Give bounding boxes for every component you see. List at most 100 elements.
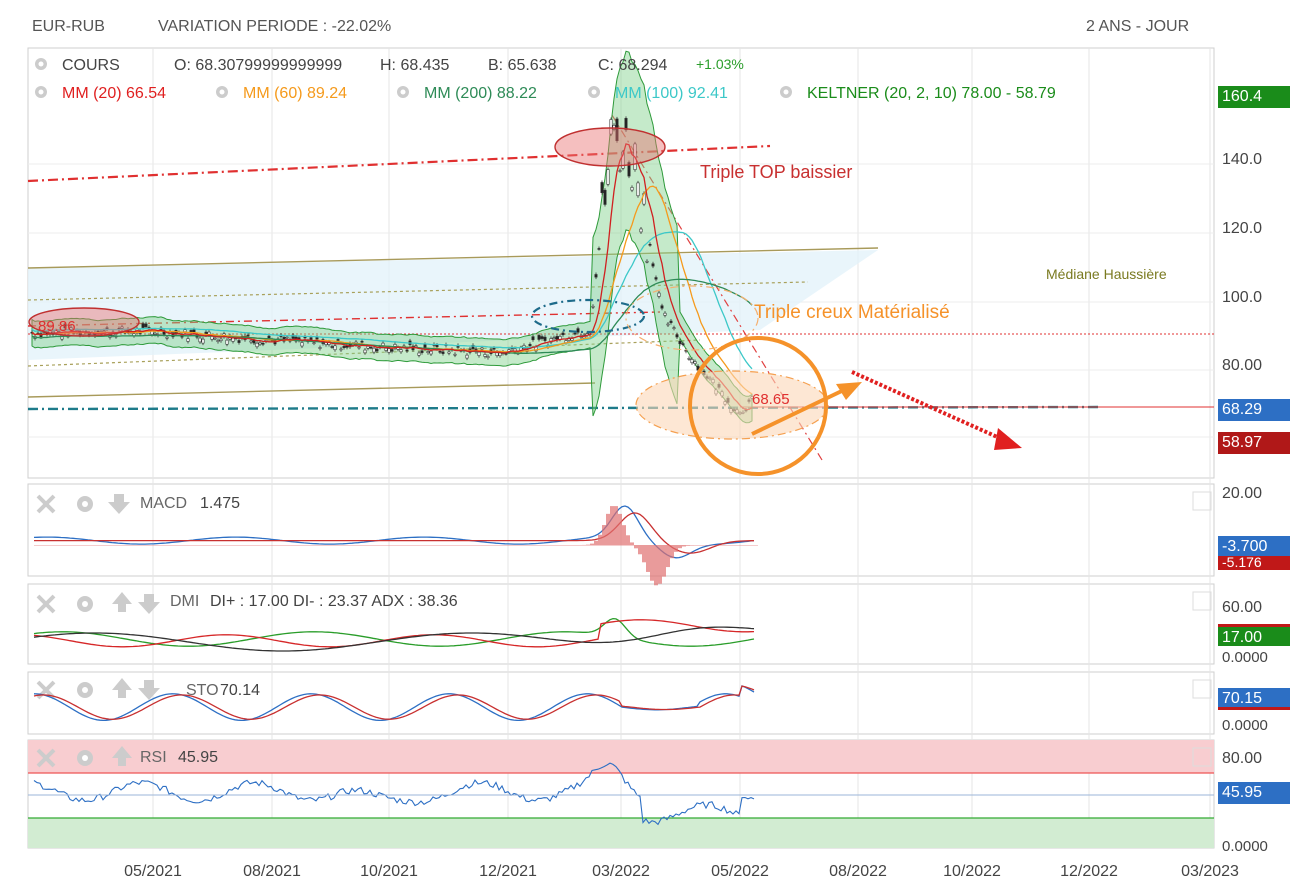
price-tick-120: 120.0 bbox=[1222, 220, 1262, 237]
macd-histogram-bar bbox=[290, 545, 294, 546]
macd-histogram-bar bbox=[614, 506, 618, 546]
orange-arrow-head bbox=[836, 382, 862, 400]
macd-histogram-bar bbox=[266, 545, 270, 546]
mm60-gear-icon[interactable] bbox=[216, 86, 228, 98]
macd-histogram-bar bbox=[630, 542, 634, 546]
macd-histogram-bar bbox=[718, 545, 722, 546]
rsi-plot bbox=[28, 762, 1214, 826]
candle bbox=[189, 330, 193, 333]
sto-gear-icon[interactable] bbox=[77, 682, 93, 698]
candle bbox=[693, 361, 697, 364]
dmi-tag: 17.00 bbox=[1218, 624, 1290, 646]
macd-histogram-bar bbox=[698, 545, 702, 546]
macd-histogram-bar bbox=[162, 545, 166, 546]
macd-down-arrow-icon[interactable] bbox=[108, 494, 130, 514]
macd-histogram-bar bbox=[414, 545, 418, 546]
blue-ellipse bbox=[530, 298, 646, 334]
macd-histogram-bar bbox=[682, 545, 686, 547]
candle bbox=[291, 334, 295, 339]
macd-histogram-bar bbox=[410, 545, 414, 546]
dmi-gear-icon[interactable] bbox=[77, 596, 93, 612]
rsi-panel-box-icon[interactable] bbox=[1192, 747, 1212, 767]
sto-up-arrow-icon[interactable] bbox=[112, 678, 132, 698]
candle bbox=[336, 339, 340, 341]
macd-histogram-bar bbox=[618, 513, 622, 546]
median-channel-mid bbox=[27, 281, 809, 301]
candle bbox=[681, 343, 685, 345]
macd-histogram-bar bbox=[258, 545, 262, 546]
sto-panel-box-icon[interactable] bbox=[1192, 679, 1212, 699]
macd-histogram-bar bbox=[418, 545, 422, 546]
macd-histogram-bar bbox=[594, 540, 598, 546]
macd-histogram-bar bbox=[474, 545, 478, 546]
macd-histogram-bar bbox=[134, 545, 138, 546]
sto-axis-bottom: 0.0000 bbox=[1222, 717, 1268, 734]
macd-histogram-bar bbox=[578, 544, 582, 546]
dmi-up-arrow-icon[interactable] bbox=[112, 592, 132, 612]
dmi-panel-box-icon[interactable] bbox=[1192, 591, 1212, 611]
candle bbox=[645, 260, 649, 263]
rsi-value: 45.95 bbox=[178, 749, 218, 766]
candle bbox=[561, 332, 565, 336]
macd-histogram-bar bbox=[426, 545, 430, 546]
macd-histogram-bar bbox=[378, 545, 382, 546]
mm200-gear-icon[interactable] bbox=[397, 86, 409, 98]
dmi-label: DMI bbox=[170, 593, 199, 610]
candle bbox=[426, 351, 430, 354]
legend-keltner: KELTNER (20, 2, 10) 78.00 - 58.79 bbox=[807, 85, 1056, 102]
candle bbox=[300, 342, 304, 347]
candle bbox=[384, 347, 388, 351]
x-tick-5: 05/2022 bbox=[711, 863, 769, 880]
legend-high: H: 68.435 bbox=[380, 57, 449, 74]
macd-histogram-bar bbox=[130, 545, 134, 546]
rsi-up-arrow-icon[interactable] bbox=[112, 746, 132, 766]
x-tick-8: 12/2022 bbox=[1060, 863, 1118, 880]
macd-histogram-bar bbox=[286, 545, 290, 546]
mm20-gear-icon[interactable] bbox=[35, 86, 47, 98]
sto-down-arrow-icon[interactable] bbox=[138, 680, 160, 700]
mm100-gear-icon[interactable] bbox=[588, 86, 600, 98]
macd-histogram-bar bbox=[198, 545, 202, 546]
macd-histogram-bar bbox=[522, 545, 526, 546]
left-level-ellipse bbox=[28, 307, 140, 337]
candle bbox=[231, 337, 235, 342]
dmi-down-arrow-icon[interactable] bbox=[138, 594, 160, 614]
rsi-gear-icon[interactable] bbox=[77, 750, 93, 766]
macd-histogram-bar bbox=[358, 545, 362, 546]
price-tick-100: 100.0 bbox=[1222, 289, 1262, 306]
cours-gear-icon[interactable] bbox=[35, 58, 47, 70]
period-selector[interactable]: 2 ANS - JOUR bbox=[1086, 18, 1190, 35]
macd-histogram-bar bbox=[214, 545, 218, 546]
keltner-gear-icon[interactable] bbox=[780, 86, 792, 98]
macd-histogram-bar bbox=[318, 545, 322, 546]
macd-histogram-bar bbox=[58, 545, 62, 546]
rsi-close-icon[interactable] bbox=[36, 748, 56, 768]
mm100-line bbox=[31, 231, 753, 370]
x-tick-0: 05/2021 bbox=[124, 863, 182, 880]
macd-panel-box-icon[interactable] bbox=[1192, 491, 1212, 511]
candle bbox=[453, 353, 457, 356]
macd-histogram-bar bbox=[610, 506, 614, 546]
candle bbox=[570, 338, 574, 341]
macd-histogram-bar bbox=[390, 545, 394, 546]
macd-close-icon[interactable] bbox=[36, 494, 56, 514]
candle bbox=[618, 170, 622, 172]
macd-histogram-bar bbox=[70, 545, 74, 546]
candle bbox=[303, 336, 307, 339]
candle bbox=[543, 336, 547, 341]
candle bbox=[390, 349, 394, 352]
macd-histogram-bar bbox=[674, 545, 678, 552]
dmi-close-icon[interactable] bbox=[36, 594, 56, 614]
macd-histogram-bar bbox=[658, 545, 662, 584]
macd-histogram-bar bbox=[566, 545, 570, 546]
macd-gear-icon[interactable] bbox=[77, 496, 93, 512]
legend-close: C: 68.294 bbox=[598, 57, 667, 74]
macd-histogram-bar bbox=[194, 545, 198, 546]
candle bbox=[372, 347, 376, 353]
macd-histogram-bar bbox=[230, 545, 234, 546]
candle bbox=[531, 336, 535, 341]
macd-histogram-bar bbox=[158, 545, 162, 546]
candle bbox=[537, 335, 541, 340]
mediane-label: Médiane Haussière bbox=[1046, 266, 1167, 282]
